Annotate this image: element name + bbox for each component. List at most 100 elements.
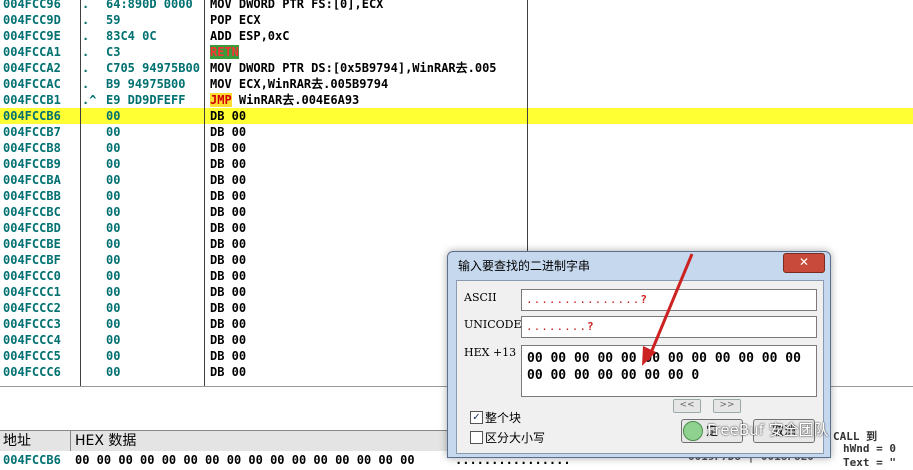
- ascii-label: ASCII: [464, 291, 497, 304]
- disasm-address: 004FCCAC: [3, 77, 61, 91]
- ascii-value: ...............?: [526, 293, 648, 306]
- disasm-flow-marker: [82, 332, 104, 348]
- disasm-hex: 00: [106, 157, 121, 171]
- disasm-row[interactable]: 004FCCC4 00 DB 00: [0, 332, 913, 348]
- disasm-instruction: DB 00: [210, 317, 247, 331]
- disasm-flow-marker: .: [82, 45, 90, 59]
- next-button[interactable]: >>: [713, 399, 741, 413]
- prev-button[interactable]: <<: [673, 399, 701, 413]
- disasm-instruction: MOV DWORD PTR FS:[0],ECX: [210, 0, 384, 11]
- disasm-instruction: DB 00: [210, 253, 247, 267]
- disasm-address: 004FCC9D: [3, 13, 61, 27]
- close-button[interactable]: ✕: [783, 253, 825, 273]
- disasm-instruction: DB 00: [210, 157, 247, 171]
- disasm-address: 004FCCC0: [3, 269, 61, 283]
- dialog-title: 输入要查找的二进制字串: [458, 259, 591, 273]
- disasm-instruction: RETN: [210, 44, 526, 60]
- unicode-value: ........?: [526, 320, 595, 333]
- dump-col-address[interactable]: 地址: [3, 433, 31, 449]
- disasm-address: 004FCCB6: [3, 109, 61, 123]
- hex-input[interactable]: 00 00 00 00 00 00 00 00 00 00 00 00 00 0…: [521, 345, 817, 397]
- disasm-address: 004FCCB1: [3, 93, 61, 107]
- disasm-address: 004FCCBB: [3, 189, 61, 203]
- disasm-hex: 00: [106, 317, 121, 331]
- cancel-button[interactable]: 取消: [753, 419, 815, 443]
- disasm-row[interactable]: 004FCCC0 00 DB 00: [0, 268, 913, 284]
- disasm-flow-marker: [82, 268, 104, 284]
- disasm-operand: WinRAR去.004E6A93: [231, 93, 360, 107]
- case-sensitive-checkbox[interactable]: [470, 431, 483, 444]
- disasm-row[interactable]: 004FCCA1. C3 RETN: [0, 44, 913, 60]
- disasm-row[interactable]: 004FCCB8 00 DB 00: [0, 140, 913, 156]
- disasm-address: 004FCCB8: [3, 141, 61, 155]
- disasm-row[interactable]: 004FCCBD 00 DB 00: [0, 220, 913, 236]
- disasm-row[interactable]: 004FCCBB 00 DB 00: [0, 188, 913, 204]
- disasm-hex: 00: [106, 109, 121, 123]
- disasm-address: 004FCCA2: [3, 61, 61, 75]
- disasm-row[interactable]: 004FCCC5 00 DB 00: [0, 348, 913, 364]
- dump-col-separator: [70, 431, 71, 451]
- disasm-instruction: DB 00: [210, 333, 247, 347]
- disasm-instruction: DB 00: [210, 173, 247, 187]
- disasm-row[interactable]: 004FCC96. 64:890D 0000 MOV DWORD PTR FS:[0…: [0, 0, 913, 12]
- disasm-row[interactable]: 004FCCB7 00 DB 00: [0, 124, 913, 140]
- disasm-address: 004FCC96: [3, 0, 61, 11]
- disasm-address: 004FCCC5: [3, 349, 61, 363]
- disasm-address: 004FCCBD: [3, 221, 61, 235]
- disasm-hex: 00: [106, 237, 121, 251]
- disasm-row[interactable]: 004FCCAC. B9 94975B00 MOV ECX,WinRAR去.005B…: [0, 76, 913, 92]
- disasm-row[interactable]: 004FCCB6 00 DB 00: [0, 108, 913, 124]
- disasm-instruction: DB 00: [210, 205, 247, 219]
- disasm-flow-marker: [82, 316, 104, 332]
- disasm-mnemonic-jmp: JMP: [210, 93, 232, 107]
- disasm-flow-marker: [82, 156, 104, 172]
- disasm-row[interactable]: 004FCC9E. 83C4 0C ADD ESP,0xC: [0, 28, 913, 44]
- disasm-row[interactable]: 004FCCC1 00 DB 00: [0, 284, 913, 300]
- dump-col-hex[interactable]: HEX 数据: [75, 433, 137, 449]
- disasm-instruction: DB 00: [210, 349, 247, 363]
- disasm-row[interactable]: 004FCC9D. 59 POP ECX: [0, 12, 913, 28]
- disasm-hex: 00: [106, 365, 121, 379]
- disasm-address: 004FCCB9: [3, 157, 61, 171]
- disasm-flow-marker: .: [82, 0, 90, 11]
- disasm-hex: B9 94975B00: [106, 77, 186, 91]
- disasm-row[interactable]: 004FCCBC 00 DB 00: [0, 204, 913, 220]
- disasm-flow-marker: [82, 348, 104, 364]
- disasm-row[interactable]: 004FCCC3 00 DB 00: [0, 316, 913, 332]
- disasm-row[interactable]: 004FCCC2 00 DB 00: [0, 300, 913, 316]
- disasm-instruction: ADD ESP,0xC: [210, 29, 290, 43]
- disasm-hex: 59: [106, 13, 121, 27]
- disasm-flow-marker: [82, 204, 104, 220]
- disasm-row[interactable]: 004FCCBF 00 DB 00: [0, 252, 913, 268]
- entire-block-checkbox[interactable]: ✓: [470, 411, 483, 424]
- disasm-instruction: MOV ECX,WinRAR去.005B9794: [210, 77, 389, 91]
- disasm-row[interactable]: 004FCCC6 00 DB 00: [0, 364, 913, 380]
- disasm-instruction: DB 00: [210, 269, 247, 283]
- disasm-address: 004FCCA1: [3, 45, 61, 59]
- unicode-input[interactable]: ........?: [521, 316, 817, 338]
- disasm-hex: 83C4 0C: [106, 29, 157, 43]
- disasm-instruction: DB 00: [210, 109, 247, 123]
- disasm-flow-marker: .: [82, 77, 90, 91]
- disasm-hex: 00: [106, 253, 121, 267]
- disasm-hex: 00: [106, 349, 121, 363]
- disasm-hex: 00: [106, 221, 121, 235]
- disasm-column-separator: [204, 0, 205, 386]
- disasm-instruction: DB 00: [210, 301, 247, 315]
- disasm-instruction: DB 00: [210, 125, 247, 139]
- disasm-instruction: DB 00: [210, 189, 247, 203]
- disasm-row[interactable]: 004FCCB9 00 DB 00: [0, 156, 913, 172]
- unicode-label: UNICODE: [464, 318, 522, 331]
- disasm-address: 004FCCC2: [3, 301, 61, 315]
- disasm-row[interactable]: 004FCCBA 00 DB 00: [0, 172, 913, 188]
- disasm-mnemonic-retn: RETN: [210, 45, 239, 59]
- disasm-row[interactable]: 004FCCA2. C705 94975B00 MOV DWORD PTR DS:[…: [0, 60, 913, 76]
- disasm-flow-marker: [82, 300, 104, 316]
- disasm-row[interactable]: 004FCCB1 .^ E9 DD9DFEFF JMP WinRAR去.004E6A9…: [0, 92, 913, 108]
- ascii-input[interactable]: ...............?: [521, 289, 817, 311]
- disasm-instruction: JMP WinRAR去.004E6A93: [210, 92, 526, 108]
- disasm-hex: 00: [106, 205, 121, 219]
- disasm-hex: 00: [106, 141, 121, 155]
- disasm-hex: 00: [106, 173, 121, 187]
- disasm-row[interactable]: 004FCCBE 00 DB 00: [0, 236, 913, 252]
